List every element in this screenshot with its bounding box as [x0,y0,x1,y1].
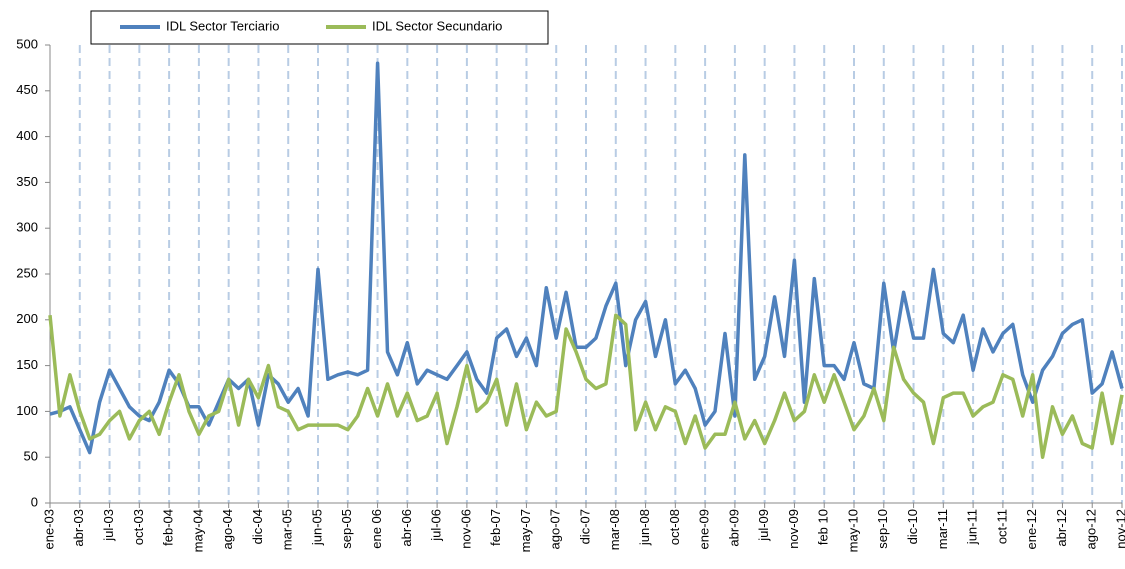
x-tick-label: oct-11 [994,509,1009,544]
legend-label: IDL Sector Secundario [372,18,502,33]
y-tick-label: 300 [16,220,38,235]
x-tick-label: ene-03 [41,509,56,549]
y-tick-label: 150 [16,357,38,372]
x-tick-label: mar-08 [607,509,622,550]
x-tick-label: jul-09 [756,509,771,542]
y-tick-label: 200 [16,311,38,326]
x-tick-label: ene 06 [369,509,384,549]
y-tick-label: 100 [16,403,38,418]
x-tick-label: dic-07 [577,509,592,544]
y-tick-label: 450 [16,82,38,97]
legend-box [90,10,549,45]
x-tick-label: mar-11 [935,509,950,549]
x-tick-label: feb-07 [488,509,503,546]
y-tick-label: 50 [24,449,38,464]
x-tick-label: may-04 [190,509,205,552]
x-tick-label: nov-09 [786,509,801,549]
x-tick-label: jun-11 [965,509,980,545]
x-tick-label: abr-09 [726,509,741,547]
x-tick-label: feb-04 [161,509,176,546]
x-tick-label: abr-12 [1054,509,1069,547]
y-tick-label: 400 [16,128,38,143]
x-tick-label: nov-06 [458,509,473,549]
x-tick-label: may-07 [518,509,533,552]
x-tick-label: ago-07 [548,509,563,549]
x-tick-label: abr-06 [399,509,414,547]
x-tick-label: oct-03 [131,509,146,545]
x-tick-label: nov-12 [1113,509,1125,549]
x-tick-label: feb 10 [816,509,831,545]
legend-label: IDL Sector Terciario [166,18,279,33]
x-tick-label: may-10 [845,509,860,552]
legend: IDL Sector Terciario IDL Sector Secundari… [90,10,549,45]
x-tick-label: ene-12 [1024,509,1039,549]
x-tick-label: ene-09 [697,509,712,549]
x-tick-label: abr-03 [71,509,86,547]
y-tick-label: 500 [16,36,38,51]
x-tick-label: dic-10 [905,509,920,544]
x-tick-label: sep-05 [339,509,354,549]
x-tick-label: jun-05 [309,509,324,546]
x-tick-label: oct-08 [667,509,682,545]
x-tick-label: jun-08 [637,509,652,546]
x-tick-label: ago-12 [1084,509,1099,549]
x-tick-label: sep-10 [875,509,890,549]
x-tick-label: jul-03 [101,509,116,542]
y-tick-label: 350 [16,174,38,189]
x-tick-label: jul-06 [429,509,444,542]
x-tick-label: dic-04 [250,509,265,544]
x-tick-label: mar-05 [280,509,295,550]
series-line [48,313,1124,459]
y-tick-label: 0 [31,494,38,509]
x-tick-label: ago-04 [220,509,235,549]
y-tick-label: 250 [16,265,38,280]
